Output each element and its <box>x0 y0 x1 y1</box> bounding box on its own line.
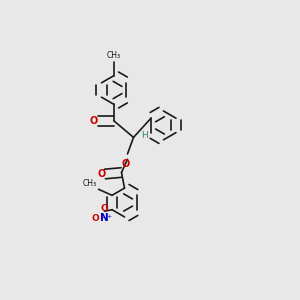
Text: CH₃: CH₃ <box>83 179 97 188</box>
Text: +: + <box>106 214 111 219</box>
Text: −: − <box>100 214 105 220</box>
Text: N: N <box>100 213 108 223</box>
Text: O: O <box>97 169 106 179</box>
Text: O: O <box>90 116 98 126</box>
Text: O: O <box>92 214 100 223</box>
Text: O: O <box>122 159 130 169</box>
Text: CH₃: CH₃ <box>107 51 121 60</box>
Text: H: H <box>141 131 148 140</box>
Text: O: O <box>100 204 108 213</box>
